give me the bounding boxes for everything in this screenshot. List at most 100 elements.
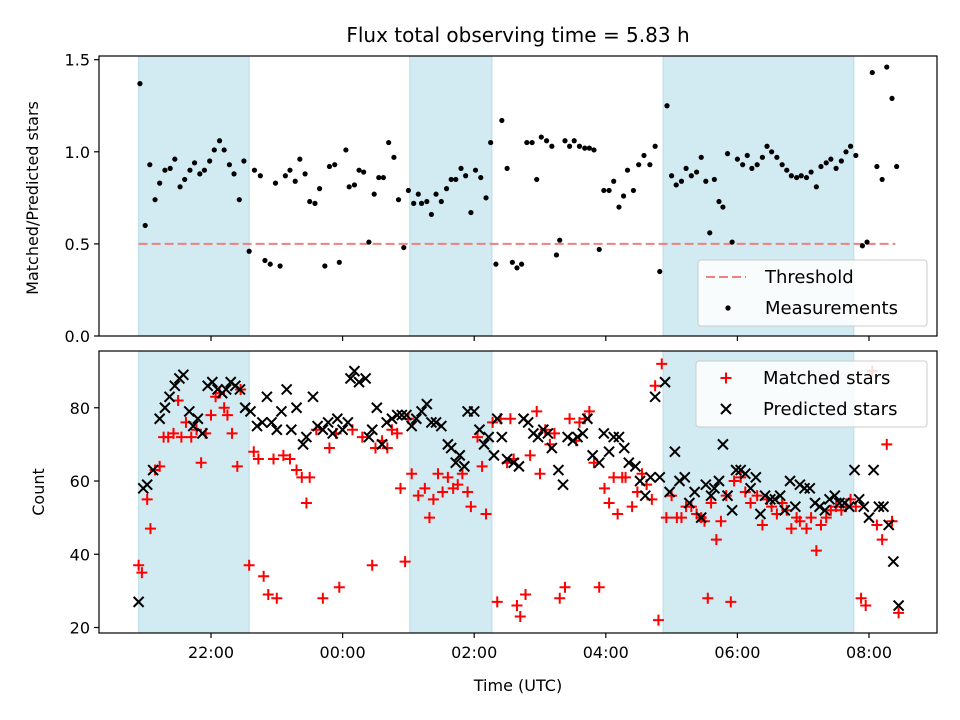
- predicted-stars-point: [873, 500, 885, 513]
- matched-stars-point: [710, 534, 722, 546]
- measurement-point: [894, 163, 900, 170]
- matched-stars-point: [221, 409, 233, 421]
- matched-stars-point: [185, 431, 197, 443]
- matched-stars-point: [756, 519, 768, 531]
- predicted-stars-point: [717, 438, 729, 451]
- predicted-stars-point: [256, 416, 269, 429]
- predicted-stars-point: [744, 482, 757, 495]
- predicted-stars-point: [507, 456, 520, 469]
- x-tick-label: 06:00: [714, 643, 760, 662]
- measurement-point: [418, 200, 425, 206]
- predicted-stars-point: [391, 409, 403, 421]
- predicted-stars-point: [829, 489, 841, 502]
- matched-stars-point: [480, 508, 492, 520]
- measurement-point: [669, 173, 675, 179]
- predicted-stars-point: [713, 475, 725, 487]
- predicted-stars-point: [435, 420, 448, 432]
- measurement-point: [884, 64, 890, 70]
- predicted-stars-point: [285, 424, 297, 436]
- measurement-point: [307, 198, 313, 205]
- predicted-stars-point: [468, 405, 480, 418]
- measurement-point: [216, 138, 223, 144]
- predicted-stars-point: [454, 449, 466, 462]
- measurement-point: [152, 197, 158, 203]
- matched-stars-point: [226, 427, 238, 439]
- matched-stars-point: [476, 460, 488, 472]
- measurement-point: [361, 169, 367, 175]
- matched-stars-point: [656, 358, 668, 370]
- matched-stars-point: [277, 449, 289, 461]
- measurement-point: [428, 211, 435, 218]
- measurement-point: [847, 143, 854, 149]
- y-tick-label: 0.5: [65, 235, 90, 254]
- measurement-point: [297, 156, 303, 162]
- measurement-point: [267, 261, 273, 267]
- measurement-point: [356, 167, 362, 173]
- matched-stars-point: [133, 559, 145, 571]
- measurement-point: [657, 268, 663, 275]
- measurement-point: [596, 246, 602, 253]
- predicted-stars-point: [513, 460, 525, 473]
- predicted-stars-point: [371, 402, 383, 414]
- matched-stars-point: [243, 559, 255, 571]
- predicted-stars-point: [863, 511, 875, 524]
- measurement-point: [137, 81, 143, 87]
- matched-stars-point: [395, 482, 407, 494]
- matched-stars-point: [391, 427, 403, 439]
- predicted-stars-point: [501, 453, 513, 465]
- matched-stars-point: [860, 600, 872, 612]
- matched-stars-point: [652, 614, 664, 626]
- predicted-stars-point: [271, 424, 283, 436]
- predicted-stars-point: [654, 471, 666, 484]
- matched-stars-point: [504, 413, 516, 425]
- predicted-stars-point: [366, 424, 378, 436]
- measurement-point: [864, 239, 870, 245]
- measurement-point: [720, 204, 726, 210]
- predicted-stars-point: [726, 504, 738, 517]
- measurement-point: [694, 169, 700, 175]
- predicted-stars-point: [708, 482, 721, 495]
- measurement-point: [879, 176, 885, 183]
- measurement-point: [524, 139, 530, 146]
- matched-stars-point: [534, 468, 546, 480]
- measurement-point: [236, 197, 242, 203]
- predicted-stars-point: [206, 376, 219, 388]
- observing-interval-shade: [138, 351, 250, 633]
- predicted-stars-point: [892, 599, 905, 612]
- measurement-point: [611, 178, 617, 184]
- predicted-stars-point: [297, 438, 309, 451]
- legend-label: Threshold: [764, 267, 854, 288]
- predicted-stars-point: [405, 420, 418, 432]
- measurement-point: [557, 237, 563, 243]
- measurement-point: [788, 173, 794, 179]
- measurement-point: [391, 154, 397, 160]
- predicted-stars-point: [290, 402, 303, 414]
- measurement-point: [808, 169, 814, 175]
- y-tick-label: 40: [70, 545, 90, 564]
- measurement-point: [197, 171, 203, 177]
- predicted-stars-point: [659, 376, 671, 388]
- predicted-stars-point: [887, 555, 900, 568]
- matched-stars-point: [252, 453, 264, 465]
- predicted-stars-point: [344, 372, 357, 385]
- measurement-point: [779, 162, 785, 168]
- predicted-stars-point: [220, 383, 232, 396]
- predicted-stars-point: [478, 438, 490, 451]
- measurement-point: [424, 198, 430, 205]
- measurement-point: [468, 209, 474, 216]
- measurement-point: [549, 143, 555, 149]
- measurement-point: [571, 138, 577, 144]
- measurement-point: [601, 187, 607, 194]
- measurement-point: [514, 265, 520, 271]
- measurement-point: [843, 149, 849, 155]
- matched-stars-point: [805, 512, 817, 524]
- legend-measurement-swatch: [725, 305, 731, 311]
- measurement-point: [211, 147, 217, 153]
- measurement-point: [221, 147, 227, 153]
- matched-stars-point: [660, 512, 672, 524]
- matched-stars-point: [559, 581, 571, 593]
- observing-interval-shade: [138, 56, 250, 336]
- predicted-stars-point: [683, 497, 696, 509]
- measurement-point: [567, 143, 573, 149]
- measurement-point: [302, 171, 308, 177]
